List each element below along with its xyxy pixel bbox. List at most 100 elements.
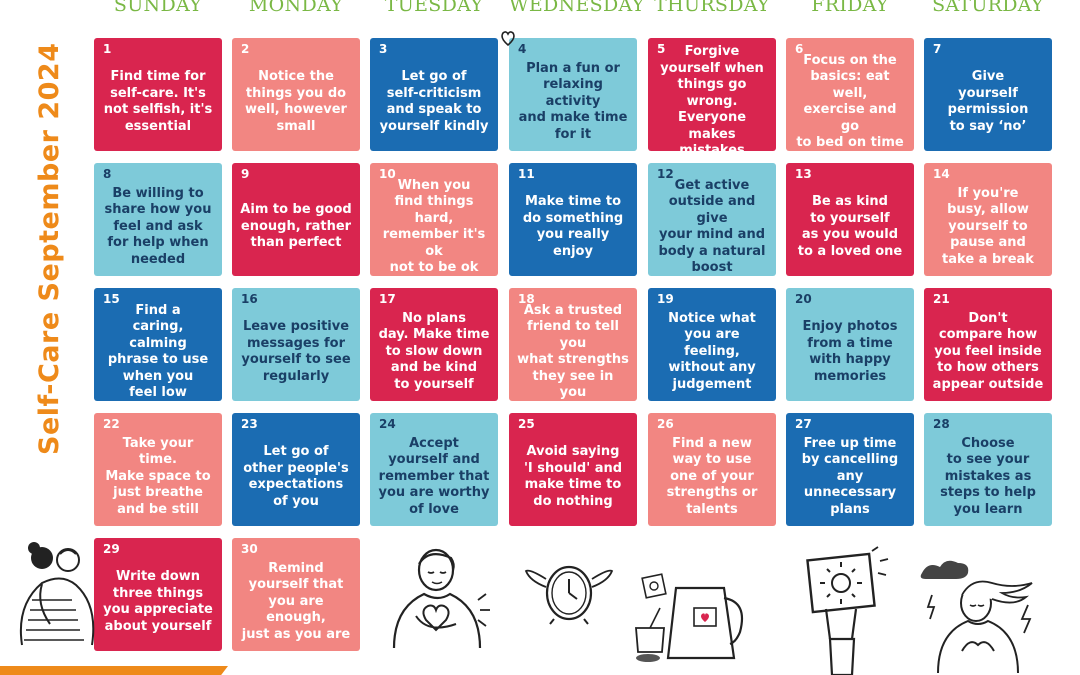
day-number: 8 — [103, 167, 112, 181]
day-tip-text: Accept yourself and remember that you ar… — [378, 435, 490, 517]
day-tip-text: Get active outside and give your mind an… — [658, 177, 766, 276]
day-tip-text: Remind yourself that you are enough, jus… — [241, 560, 351, 642]
day-number: 12 — [657, 167, 674, 181]
day-tip-text: Leave positive messages for yourself to … — [241, 319, 351, 384]
day-number: 25 — [518, 417, 535, 431]
orange-accent-bar — [0, 666, 228, 675]
calendar-day-22: 22 Take your time. Make space to just bre… — [94, 413, 222, 526]
calendar-day-21: 21 Don't compare how you feel inside to h… — [924, 288, 1052, 401]
day-number: 30 — [241, 542, 258, 556]
calendar-day-28: 28 Choose to see your mistakes as steps t… — [924, 413, 1052, 526]
day-number: 15 — [103, 292, 120, 306]
day-tip-text: Let go of self-criticism and speak to yo… — [379, 69, 489, 134]
day-number: 21 — [933, 292, 950, 306]
heart-hands-person-icon — [386, 540, 496, 650]
day-number: 6 — [795, 42, 804, 56]
day-number: 11 — [518, 167, 535, 181]
calendar-day-14: 14 If you're busy, allow yourself to paus… — [924, 163, 1052, 276]
day-tip-text: No plans day. Make time to slow down and… — [378, 310, 490, 392]
day-tip-text: Be willing to share how you feel and ask… — [104, 185, 212, 267]
day-number: 13 — [795, 167, 812, 181]
day-number: 23 — [241, 417, 258, 431]
day-header-monday: MONDAY — [248, 0, 344, 16]
day-tip-text: Choose to see your mistakes as steps to … — [940, 435, 1036, 517]
day-number: 29 — [103, 542, 120, 556]
day-number: 14 — [933, 167, 950, 181]
small-heart-icon — [501, 31, 515, 47]
calendar-day-23: 23 Let go of other people's expectations … — [232, 413, 360, 526]
calendar-day-13: 13 Be as kind to yourself as you would to… — [786, 163, 914, 276]
day-header-tuesday: TUESDAY — [384, 0, 484, 16]
day-header-wednesday: WEDNESDAY — [509, 0, 645, 16]
day-tip-text: Find a caring, calming phrase to use whe… — [107, 302, 209, 401]
calendar-day-27: 27 Free up time by cancelling any unneces… — [786, 413, 914, 526]
day-number: 19 — [657, 292, 674, 306]
flying-clock-icon — [524, 555, 614, 625]
calendar-day-25: 25 Avoid saying 'I should' and make time … — [509, 413, 637, 526]
day-number: 17 — [379, 292, 396, 306]
calendar-day-16: 16 Leave positive messages for yourself t… — [232, 288, 360, 401]
day-header-thursday: THURSDAY — [654, 0, 770, 16]
calendar-day-2: 2 Notice the things you do well, however … — [232, 38, 360, 151]
day-number: 20 — [795, 292, 812, 306]
day-tip-text: Don't compare how you feel inside to how… — [932, 310, 1044, 392]
day-tip-text: Find time for self-care. It's not selfis… — [103, 69, 213, 134]
day-tip-text: Give yourself permission to say ‘no’ — [947, 69, 1029, 134]
day-number: 9 — [241, 167, 250, 181]
day-tip-text: Ask a trusted friend to tell you what st… — [517, 302, 629, 401]
day-tip-text: Free up time by cancelling any unnecessa… — [801, 435, 899, 517]
day-tip-text: Aim to be good enough, rather than perfe… — [240, 202, 352, 251]
day-number: 26 — [657, 417, 674, 431]
day-tip-text: Forgive yourself when things go wrong. E… — [660, 44, 764, 159]
day-number: 7 — [933, 42, 942, 56]
day-number: 4 — [518, 42, 527, 56]
calendar-day-15: 15 Find a caring, calming phrase to use w… — [94, 288, 222, 401]
day-tip-text: Take your time. Make space to just breat… — [105, 435, 211, 517]
kettle-tea-icon — [632, 568, 757, 668]
day-tip-text: Write down three things you appreciate a… — [103, 569, 213, 634]
day-tip-text: If you're busy, allow yourself to pause … — [942, 185, 1034, 267]
calendar-day-6: 6 Focus on the basics: eat well, exercise… — [786, 38, 914, 151]
calendar-day-7: 7 Give yourself permission to say ‘no’ — [924, 38, 1052, 151]
day-tip-text: Enjoy photos from a time with happy memo… — [802, 319, 898, 384]
day-number: 27 — [795, 417, 812, 431]
day-tip-text: Plan a fun or relaxing activity and make… — [518, 60, 628, 142]
day-tip-text: Make time to do something you really enj… — [522, 194, 624, 259]
calendar-day-5: 5 Forgive yourself when things go wrong. … — [648, 38, 776, 159]
day-tip-text: Notice what you are feeling, without any… — [668, 310, 756, 392]
day-tip-text: Find a new way to use one of your streng… — [666, 435, 758, 517]
hug-icon — [12, 540, 100, 650]
day-tip-text: Notice the things you do well, however s… — [245, 69, 347, 134]
day-tip-text: Focus on the basics: eat well, exercise … — [796, 52, 904, 151]
calendar-day-30: 30 Remind yourself that you are enough, j… — [232, 538, 360, 651]
day-number: 5 — [657, 42, 666, 56]
calendar-day-17: 17 No plans day. Make time to slow down a… — [370, 288, 498, 401]
calendar-day-9: 9 Aim to be good enough, rather than perf… — [232, 163, 360, 276]
day-header-sunday: SUNDAY — [113, 0, 203, 16]
day-number: 16 — [241, 292, 258, 306]
day-number: 10 — [379, 167, 396, 181]
day-header-saturday: SATURDAY — [932, 0, 1044, 16]
day-number: 2 — [241, 42, 250, 56]
calendar-day-26: 26 Find a new way to use one of your stre… — [648, 413, 776, 526]
day-number: 24 — [379, 417, 396, 431]
calendar-day-11: 11 Make time to do something you really e… — [509, 163, 637, 276]
sun-sign-person-icon — [800, 545, 890, 675]
day-tip-text: Be as kind to yourself as you would to a… — [797, 194, 903, 259]
day-number: 18 — [518, 292, 535, 306]
day-number: 1 — [103, 42, 112, 56]
calendar-day-24: 24 Accept yourself and remember that you … — [370, 413, 498, 526]
calendar-day-8: 8 Be willing to share how you feel and as… — [94, 163, 222, 276]
day-number: 3 — [379, 42, 388, 56]
calendar-day-19: 19 Notice what you are feeling, without a… — [648, 288, 776, 401]
calendar-day-3: 3 Let go of self-criticism and speak to y… — [370, 38, 498, 151]
day-number: 28 — [933, 417, 950, 431]
calendar-day-4: 4 Plan a fun or relaxing activity and mak… — [509, 38, 637, 151]
day-header-friday: FRIDAY — [811, 0, 889, 16]
calendar-day-29: 29 Write down three things you appreciate… — [94, 538, 222, 651]
day-tip-text: Let go of other people's expectations of… — [243, 444, 349, 509]
day-tip-text: When you find things hard, remember it's… — [382, 177, 486, 276]
calm-person-storm-icon — [918, 555, 1048, 675]
day-number: 22 — [103, 417, 120, 431]
calendar-title: Self-Care September 2024 — [34, 42, 65, 456]
